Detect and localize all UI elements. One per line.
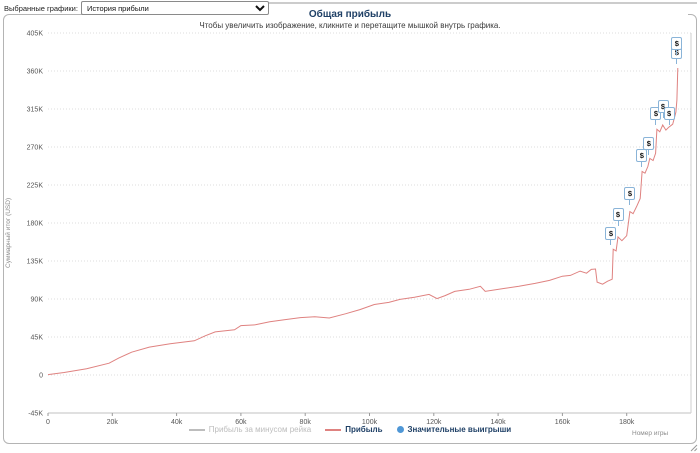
legend-circle-icon — [396, 426, 404, 433]
x-tick-label: 20k — [107, 419, 119, 426]
y-axis-title: Суммарный итог (USD) — [5, 197, 12, 268]
x-tick-label: 120k — [426, 419, 442, 426]
x-tick-label: 60k — [235, 419, 247, 426]
big-win-marker[interactable]: $ — [605, 226, 617, 245]
y-tick-label: 45K — [31, 335, 44, 342]
legend-item: Прибыль за минусом рейка — [188, 425, 312, 434]
x-tick-label: 160k — [555, 419, 571, 426]
marker-leader-line — [617, 220, 619, 226]
legend-item-label: Значительные выигрыши — [407, 425, 512, 434]
x-tick-label: 140k — [491, 419, 507, 426]
big-win-marker[interactable]: $ — [636, 148, 648, 167]
x-tick-label: 40k — [171, 419, 183, 426]
graph-selector-dropdown[interactable]: История прибыли — [80, 1, 269, 15]
big-win-marker[interactable]: $ — [612, 207, 624, 226]
chart-title: Общая прибыль — [308, 9, 392, 20]
chart-legend: Прибыль за минусом рейка Прибыль Значитель… — [0, 425, 700, 434]
big-win-marker[interactable]: $ — [643, 136, 655, 155]
legend-item-label: Прибыль — [345, 425, 383, 434]
legend-item-label: Прибыль за минусом рейка — [208, 425, 312, 434]
legend-item: Значительные выигрыши — [396, 425, 512, 434]
y-tick-label: 180K — [27, 221, 44, 228]
chart-subtitle: Чтобы увеличить изображение, кликните и … — [199, 21, 501, 30]
top-divider — [245, 2, 697, 4]
marker-leader-line — [655, 119, 657, 125]
x-tick-label: 0 — [46, 419, 50, 426]
marker-leader-line — [648, 149, 650, 155]
marker-leader-line — [676, 49, 678, 55]
y-tick-label: 135K — [27, 259, 44, 266]
big-win-marker[interactable]: $ — [657, 99, 669, 118]
y-tick-label: 0 — [39, 373, 43, 380]
marker-leader-line — [610, 239, 612, 245]
x-axis-title: Номер игры — [632, 430, 669, 437]
marker-leader-line — [641, 161, 643, 167]
legend-line-icon — [188, 428, 205, 431]
legend-item: Прибыль — [325, 425, 383, 434]
graph-selector-label: Выбранные графики: — [4, 3, 78, 13]
y-tick-label: 405K — [27, 31, 44, 38]
y-tick-label: 360K — [27, 69, 44, 76]
marker-leader-line — [662, 112, 664, 118]
panel-border-cover — [160, 13, 688, 16]
big-win-marker[interactable]: $ — [624, 187, 636, 206]
graph-selector-row: Выбранные графики: История прибыли — [4, 1, 269, 15]
resize-grip-icon[interactable] — [690, 444, 698, 452]
legend-line-icon — [325, 428, 342, 431]
x-tick-label: 100k — [362, 419, 378, 426]
x-tick-label: 180k — [619, 419, 635, 426]
big-win-marker[interactable]: $ — [663, 106, 675, 125]
chart-panel — [3, 14, 697, 444]
marker-leader-line — [676, 58, 678, 64]
y-tick-label: -45K — [28, 411, 43, 418]
big-win-marker[interactable]: $ — [650, 106, 662, 125]
big-win-marker[interactable]: $ — [671, 36, 683, 55]
marker-leader-line — [668, 119, 670, 125]
y-tick-label: 225K — [27, 183, 44, 190]
x-tick-label: 80k — [300, 419, 312, 426]
profit-line — [47, 67, 679, 376]
y-tick-label: 90K — [31, 297, 44, 304]
y-tick-label: 315K — [27, 107, 44, 114]
marker-leader-line — [629, 200, 631, 206]
y-tick-label: 270K — [27, 145, 44, 152]
